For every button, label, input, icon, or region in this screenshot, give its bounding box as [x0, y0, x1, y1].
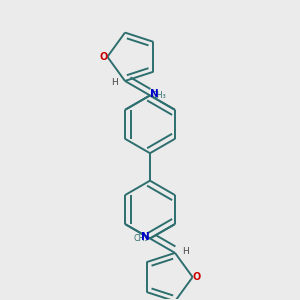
Text: H: H [111, 78, 118, 87]
Text: CH₃: CH₃ [134, 234, 148, 243]
Text: N: N [150, 89, 158, 100]
Text: N: N [142, 232, 150, 242]
Text: H: H [182, 247, 189, 256]
Text: CH₃: CH₃ [152, 91, 166, 100]
Text: O: O [99, 52, 107, 62]
Text: O: O [193, 272, 201, 282]
